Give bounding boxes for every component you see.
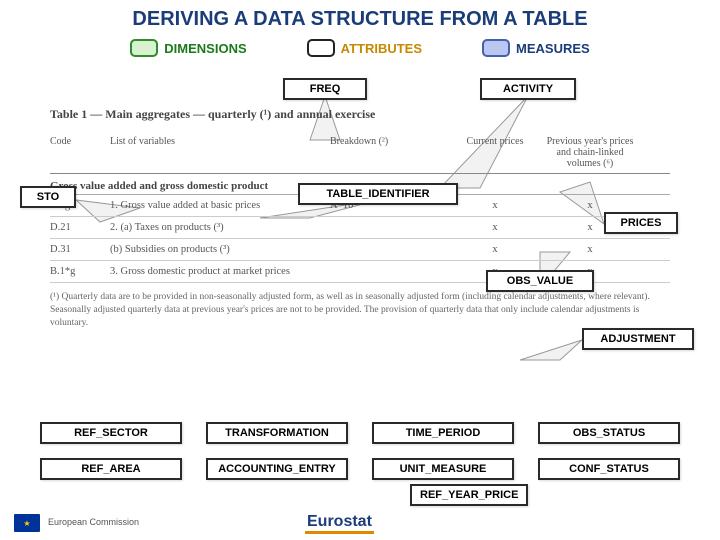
- tag-obs-status: OBS_STATUS: [538, 422, 680, 444]
- th-prev: Previous year's prices and chain-linked …: [540, 136, 640, 169]
- tag-transformation: TRANSFORMATION: [206, 422, 348, 444]
- legend-label-dimensions: DIMENSIONS: [164, 41, 246, 56]
- legend-label-attributes: ATTRIBUTES: [341, 41, 422, 56]
- th-code: Code: [50, 136, 110, 169]
- eurostat-brand: Eurostat: [305, 513, 374, 534]
- legend-measures: MEASURES: [482, 39, 590, 57]
- swatch-measures: [482, 39, 510, 57]
- tag-conf-status: CONF_STATUS: [538, 458, 680, 480]
- swatch-attributes: [307, 39, 335, 57]
- legend-attributes: ATTRIBUTES: [307, 39, 422, 57]
- tag-obs-value: OBS_VALUE: [486, 270, 594, 292]
- tag-sto: STO: [20, 186, 76, 208]
- th-current: Current prices: [450, 136, 540, 169]
- tag-time-period: TIME_PERIOD: [372, 422, 514, 444]
- table-caption: Table 1 — Main aggregates — quarterly (¹…: [50, 107, 670, 122]
- th-breakdown: Breakdown (²): [330, 136, 450, 169]
- legend: DIMENSIONS ATTRIBUTES MEASURES: [0, 39, 720, 57]
- legend-dimensions: DIMENSIONS: [130, 39, 246, 57]
- swatch-dimensions: [130, 39, 158, 57]
- ec-label: European Commission: [48, 518, 139, 528]
- tag-activity: ACTIVITY: [480, 78, 576, 100]
- table-row: D.212. (a) Taxes on products (³)xx: [50, 217, 670, 239]
- tag-ref-area: REF_AREA: [40, 458, 182, 480]
- bottom-tags-grid: REF_SECTOR TRANSFORMATION TIME_PERIOD OBS_S…: [0, 422, 720, 480]
- tag-ref-year-price: REF_YEAR_PRICE: [410, 484, 528, 506]
- tag-table-id: TABLE_IDENTIFIER: [298, 183, 458, 205]
- legend-label-measures: MEASURES: [516, 41, 590, 56]
- tag-accounting-entry: ACCOUNTING_ENTRY: [206, 458, 348, 480]
- table-headers: Code List of variables Breakdown (²) Cur…: [50, 132, 670, 174]
- th-vars: List of variables: [110, 136, 330, 169]
- table-row: D.31 (b) Subsidies on products (³)xx: [50, 239, 670, 261]
- tag-adjustment: ADJUSTMENT: [582, 328, 694, 350]
- tag-prices: PRICES: [604, 212, 678, 234]
- table-footnote: (¹) Quarterly data are to be provided in…: [50, 291, 670, 329]
- tag-ref-sector: REF_SECTOR: [40, 422, 182, 444]
- logo-area: ★ European Commission: [14, 514, 139, 532]
- source-table: Table 1 — Main aggregates — quarterly (¹…: [50, 107, 670, 342]
- eu-flag-icon: ★: [14, 514, 40, 532]
- tag-unit-measure: UNIT_MEASURE: [372, 458, 514, 480]
- tag-freq: FREQ: [283, 78, 367, 100]
- page-title: DERIVING A DATA STRUCTURE FROM A TABLE: [0, 0, 720, 31]
